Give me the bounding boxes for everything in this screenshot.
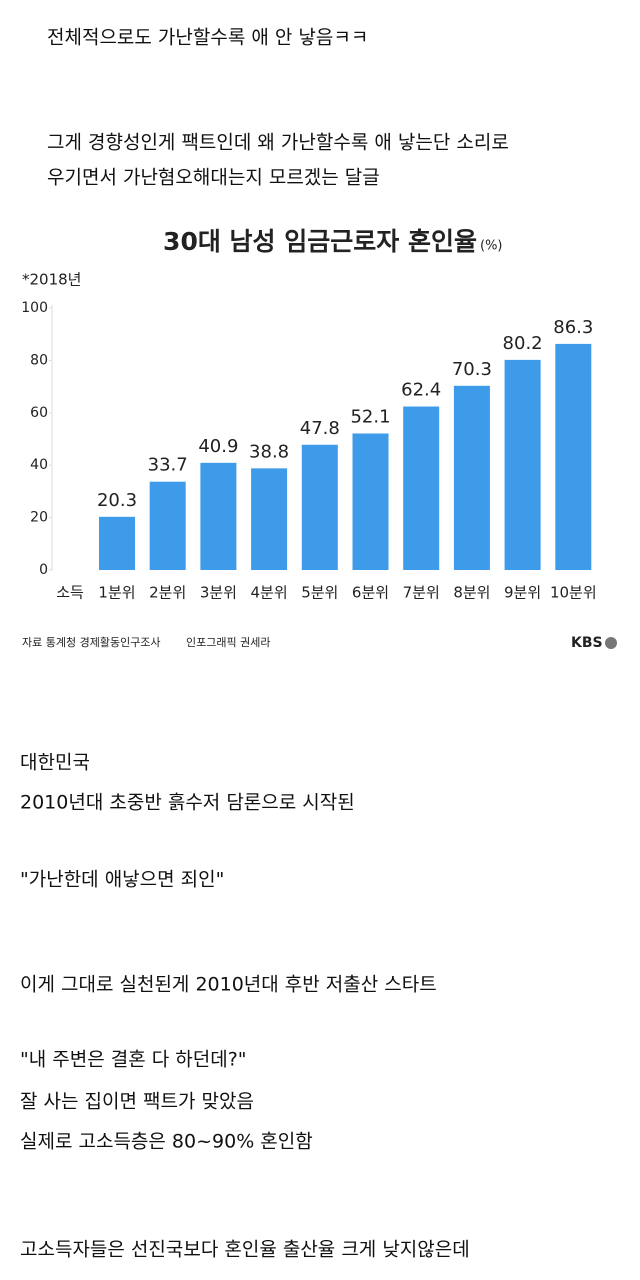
bar: [403, 406, 440, 570]
y-tick-label: 20: [30, 510, 48, 526]
post-text: 우기면서 가난혐오해대는지 모르겠는 달글: [47, 167, 380, 189]
value-label: 38.8: [249, 441, 289, 462]
x-axis-label: 소득: [56, 584, 84, 602]
value-label: 20.3: [97, 490, 137, 511]
post-text: 실제로 고소득층은 80~90% 혼인함: [20, 1131, 313, 1153]
x-tick-label: 6분위: [352, 584, 389, 602]
value-label: 62.4: [401, 380, 441, 401]
bar: [352, 433, 389, 570]
post-text: "가난한데 애낳으면 죄인": [20, 869, 224, 891]
bar: [200, 462, 237, 570]
post-text: 그게 경향성인게 팩트인데 왜 가난할수록 애 낳는단 소리로: [47, 132, 509, 154]
value-label: 70.3: [452, 359, 492, 380]
x-tick-label: 5분위: [301, 584, 338, 602]
y-tick-label: 80: [30, 352, 48, 368]
value-label: 33.7: [148, 455, 188, 476]
bar: [301, 444, 338, 570]
bar: [453, 385, 490, 570]
value-label: 47.8: [300, 418, 340, 439]
post-text: 대한민국: [20, 752, 90, 774]
chart-unit: (%): [480, 239, 503, 254]
value-label: 40.9: [198, 436, 238, 457]
logo-icon: [605, 637, 617, 649]
post-text: 고소득자들은 선진국보다 혼인율 출산율 크게 낮지않은데: [20, 1239, 470, 1261]
bar: [251, 468, 288, 570]
bar: [99, 516, 135, 570]
post-text: 2010년대 초중반 흙수저 담론으로 시작된: [20, 792, 355, 814]
post-text: 전체적으로도 가난할수록 애 안 낳음ㅋㅋ: [47, 27, 368, 49]
x-tick-label: 9분위: [504, 584, 541, 602]
x-tick-label: 7분위: [403, 584, 440, 602]
y-tick-label: 40: [30, 457, 48, 473]
value-label: 86.3: [553, 317, 593, 338]
post-text: "내 주변은 결혼 다 하던데?": [20, 1049, 247, 1071]
chart-credit: 인포그래픽 권세라: [186, 636, 270, 649]
post-text: 잘 사는 집이면 팩트가 맞았음: [20, 1091, 254, 1113]
x-tick-label: 3분위: [200, 584, 237, 602]
y-tick-label: 0: [39, 562, 48, 578]
post-text: 이게 그대로 실천된게 2010년대 후반 저출산 스타트: [20, 974, 437, 996]
x-tick-label: 1분위: [98, 584, 135, 602]
x-tick-label: 2분위: [149, 584, 186, 602]
y-tick-label: 100: [21, 300, 48, 316]
y-tick-label: 60: [30, 405, 48, 421]
bar: [504, 359, 541, 570]
x-tick-label: 10분위: [550, 584, 597, 602]
logo: KBS: [571, 635, 603, 651]
chart-title: 30대 남성 임금근로자 혼인율: [163, 227, 477, 256]
value-label: 52.1: [350, 406, 390, 427]
bar: [555, 343, 592, 570]
value-label: 80.2: [503, 333, 543, 354]
x-tick-label: 4분위: [251, 584, 288, 602]
x-tick-label: 8분위: [453, 584, 490, 602]
chart-source: 자료 통계청 경제활동인구조사: [22, 635, 161, 649]
bar: [149, 481, 186, 570]
chart-note: *2018년: [22, 271, 81, 289]
